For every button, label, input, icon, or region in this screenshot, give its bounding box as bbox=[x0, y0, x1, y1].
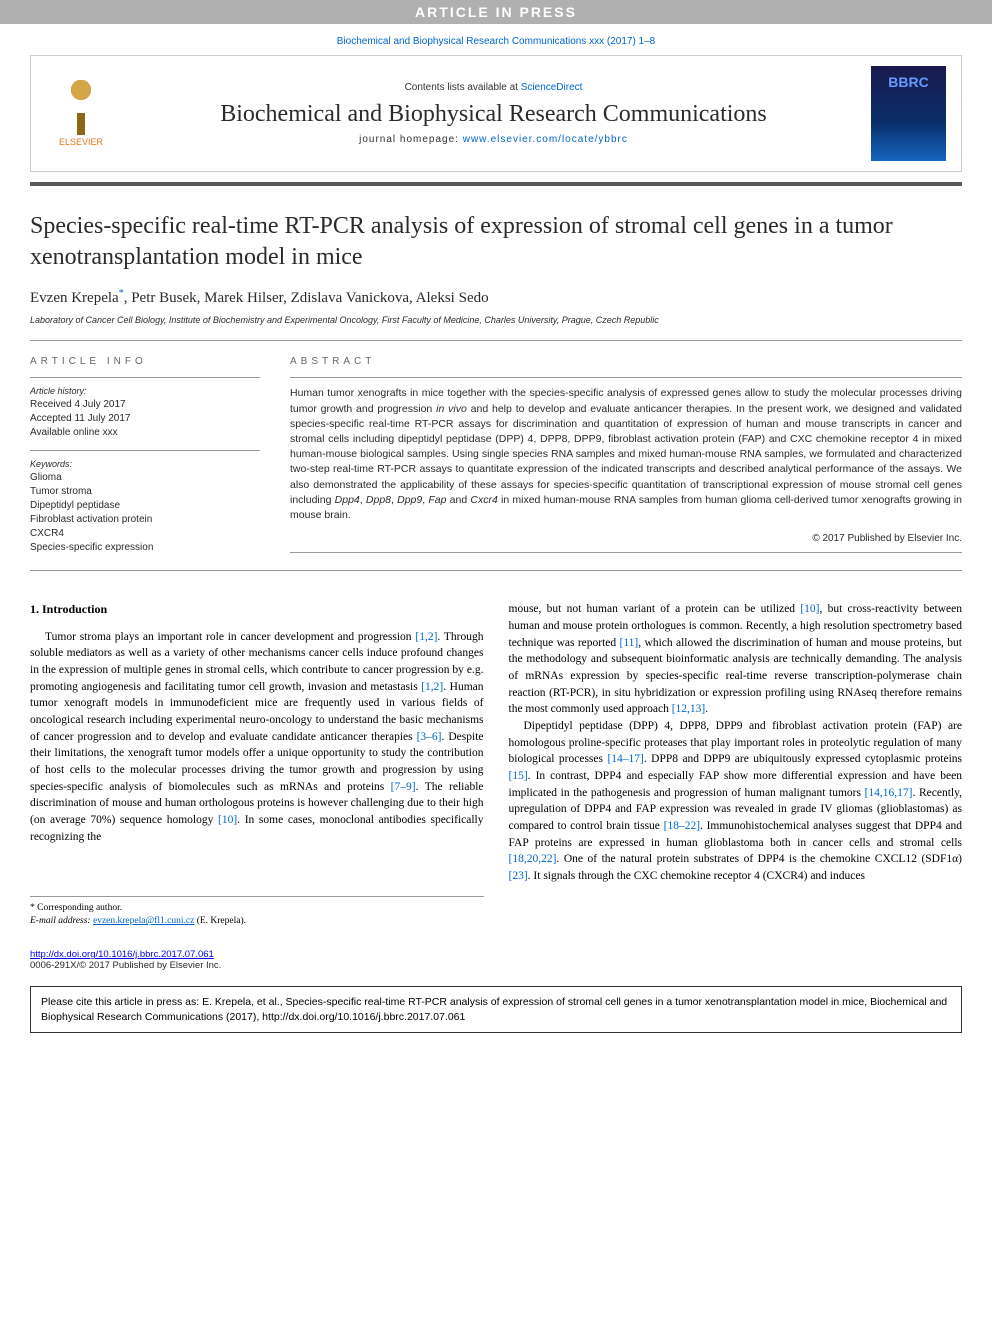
ref-link[interactable]: [14,16,17] bbox=[865, 787, 913, 799]
article-title: Species-specific real-time RT-PCR analys… bbox=[30, 211, 962, 273]
corresponding-note: * Corresponding author. bbox=[30, 902, 484, 916]
left-column: 1. Introduction Tumor stroma plays an im… bbox=[30, 601, 484, 929]
ref-link[interactable]: [11] bbox=[620, 637, 639, 649]
received-date: Received 4 July 2017 bbox=[30, 398, 260, 412]
issn-line: 0006-291X/© 2017 Published by Elsevier I… bbox=[30, 960, 962, 971]
abstract-heading: ABSTRACT bbox=[290, 356, 962, 367]
abstract-column: ABSTRACT Human tumor xenografts in mice … bbox=[290, 356, 962, 555]
hr-top bbox=[30, 340, 962, 341]
divider-bar bbox=[30, 182, 962, 186]
ref-link[interactable]: [18,20,22] bbox=[509, 853, 557, 865]
ref-link[interactable]: [7–9] bbox=[391, 781, 416, 793]
article-info-heading: ARTICLE INFO bbox=[30, 356, 260, 367]
abstract-text: Human tumor xenografts in mice together … bbox=[290, 386, 962, 523]
contents-line: Contents lists available at ScienceDirec… bbox=[116, 82, 871, 93]
elsevier-label: ELSEVIER bbox=[59, 137, 103, 147]
contents-prefix: Contents lists available at bbox=[405, 82, 521, 93]
journal-citation-header: Biochemical and Biophysical Research Com… bbox=[0, 24, 992, 55]
journal-cover-thumbnail: BBRC bbox=[871, 66, 946, 161]
available-date: Available online xxx bbox=[30, 426, 260, 440]
elsevier-logo: ELSEVIER bbox=[46, 74, 116, 154]
intro-para-1-cont: mouse, but not human variant of a protei… bbox=[509, 601, 963, 718]
citation-box: Please cite this article in press as: E.… bbox=[30, 986, 962, 1033]
doi-link[interactable]: http://dx.doi.org/10.1016/j.bbrc.2017.07… bbox=[30, 949, 214, 960]
homepage-link[interactable]: www.elsevier.com/locate/ybbrc bbox=[463, 134, 628, 145]
homepage-prefix: journal homepage: bbox=[359, 134, 463, 145]
ref-link[interactable]: [3–6] bbox=[417, 731, 442, 743]
ref-link[interactable]: [10] bbox=[218, 814, 237, 826]
keyword: CXCR4 bbox=[30, 527, 260, 541]
ref-link[interactable]: [23] bbox=[509, 870, 528, 882]
intro-para-1: Tumor stroma plays an important role in … bbox=[30, 629, 484, 846]
keyword: Tumor stroma bbox=[30, 485, 260, 499]
keyword: Dipeptidyl peptidase bbox=[30, 499, 260, 513]
ref-link[interactable]: [1,2] bbox=[415, 631, 437, 643]
doi-line: http://dx.doi.org/10.1016/j.bbrc.2017.07… bbox=[30, 949, 962, 960]
body-columns: 1. Introduction Tumor stroma plays an im… bbox=[30, 601, 962, 929]
hr-bottom bbox=[30, 570, 962, 571]
elsevier-tree-icon bbox=[56, 80, 106, 135]
ref-link[interactable]: [18–22] bbox=[664, 820, 700, 832]
ref-link[interactable]: [12,13] bbox=[672, 703, 706, 715]
history-label: Article history: bbox=[30, 386, 260, 396]
intro-para-2: Dipeptidyl peptidase (DPP) 4, DPP8, DPP9… bbox=[509, 718, 963, 885]
keywords-label: Keywords: bbox=[30, 459, 260, 469]
journal-homepage: journal homepage: www.elsevier.com/locat… bbox=[116, 134, 871, 145]
ref-link[interactable]: [1,2] bbox=[421, 681, 443, 693]
footnotes: * Corresponding author. E-mail address: … bbox=[30, 896, 484, 930]
keyword: Fibroblast activation protein bbox=[30, 513, 260, 527]
cover-abbrev: BBRC bbox=[888, 74, 928, 90]
article-in-press-banner: ARTICLE IN PRESS bbox=[0, 0, 992, 24]
masthead: ELSEVIER Contents lists available at Sci… bbox=[30, 55, 962, 172]
meta-section: ARTICLE INFO Article history: Received 4… bbox=[30, 356, 962, 555]
right-column: mouse, but not human variant of a protei… bbox=[509, 601, 963, 929]
article-info-column: ARTICLE INFO Article history: Received 4… bbox=[30, 356, 260, 555]
affiliation: Laboratory of Cancer Cell Biology, Insti… bbox=[30, 315, 962, 325]
keyword: Species-specific expression bbox=[30, 541, 260, 555]
ref-link[interactable]: [10] bbox=[800, 603, 819, 615]
abstract-copyright: © 2017 Published by Elsevier Inc. bbox=[290, 533, 962, 544]
accepted-date: Accepted 11 July 2017 bbox=[30, 412, 260, 426]
corresponding-email-link[interactable]: evzen.krepela@fl1.cuni.cz bbox=[93, 916, 194, 926]
email-line: E-mail address: evzen.krepela@fl1.cuni.c… bbox=[30, 915, 484, 929]
keyword: Glioma bbox=[30, 471, 260, 485]
journal-name: Biochemical and Biophysical Research Com… bbox=[116, 101, 871, 128]
author-list: Evzen Krepela*, Petr Busek, Marek Hilser… bbox=[30, 288, 962, 307]
ref-link[interactable]: [14–17] bbox=[607, 753, 643, 765]
authors-text: Evzen Krepela*, Petr Busek, Marek Hilser… bbox=[30, 290, 489, 306]
sciencedirect-link[interactable]: ScienceDirect bbox=[521, 82, 583, 93]
intro-heading: 1. Introduction bbox=[30, 601, 484, 618]
ref-link[interactable]: [15] bbox=[509, 770, 528, 782]
